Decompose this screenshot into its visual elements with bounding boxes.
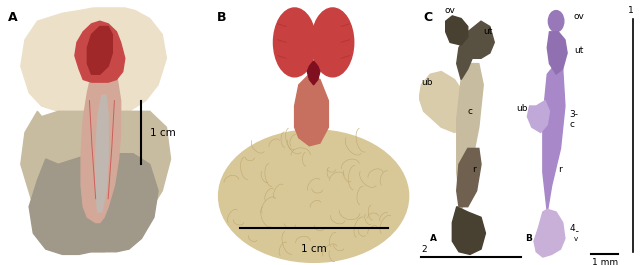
Polygon shape (547, 32, 567, 74)
Text: ut: ut (574, 46, 583, 55)
Polygon shape (419, 72, 468, 132)
Polygon shape (457, 148, 481, 207)
Polygon shape (543, 64, 565, 212)
Text: ov: ov (445, 6, 456, 15)
Polygon shape (294, 74, 328, 146)
Ellipse shape (273, 8, 316, 77)
Text: 3-: 3- (570, 110, 579, 119)
Text: 1 cm: 1 cm (150, 127, 175, 138)
Polygon shape (534, 209, 565, 257)
Polygon shape (87, 26, 113, 74)
Polygon shape (81, 58, 120, 223)
Ellipse shape (218, 130, 409, 262)
Polygon shape (29, 154, 158, 254)
Polygon shape (457, 64, 483, 212)
Polygon shape (452, 207, 486, 254)
Text: A: A (430, 234, 437, 243)
Text: ub: ub (516, 104, 527, 113)
Polygon shape (96, 95, 108, 212)
Polygon shape (20, 111, 170, 252)
Polygon shape (20, 8, 166, 117)
Text: B: B (525, 234, 532, 243)
Polygon shape (75, 21, 125, 82)
Text: ¯: ¯ (574, 232, 579, 241)
Text: c: c (468, 107, 473, 116)
Text: 2: 2 (421, 245, 427, 254)
Text: B: B (216, 11, 226, 24)
Text: C: C (424, 11, 433, 24)
Ellipse shape (312, 8, 354, 77)
Text: r: r (558, 165, 562, 174)
Text: c: c (570, 120, 574, 129)
Polygon shape (527, 101, 550, 132)
Text: A: A (8, 11, 18, 24)
Text: 4: 4 (570, 224, 575, 233)
Text: r: r (472, 165, 476, 174)
Ellipse shape (548, 11, 564, 32)
Polygon shape (445, 16, 468, 45)
Text: 1 cm: 1 cm (301, 244, 326, 254)
Polygon shape (307, 61, 320, 85)
Text: ub: ub (421, 78, 433, 87)
Text: ut: ut (483, 28, 493, 37)
Polygon shape (457, 21, 494, 79)
Text: v: v (574, 236, 578, 242)
Text: 1: 1 (628, 6, 634, 15)
Text: ov: ov (574, 12, 584, 21)
Text: 1 mm: 1 mm (591, 258, 618, 265)
